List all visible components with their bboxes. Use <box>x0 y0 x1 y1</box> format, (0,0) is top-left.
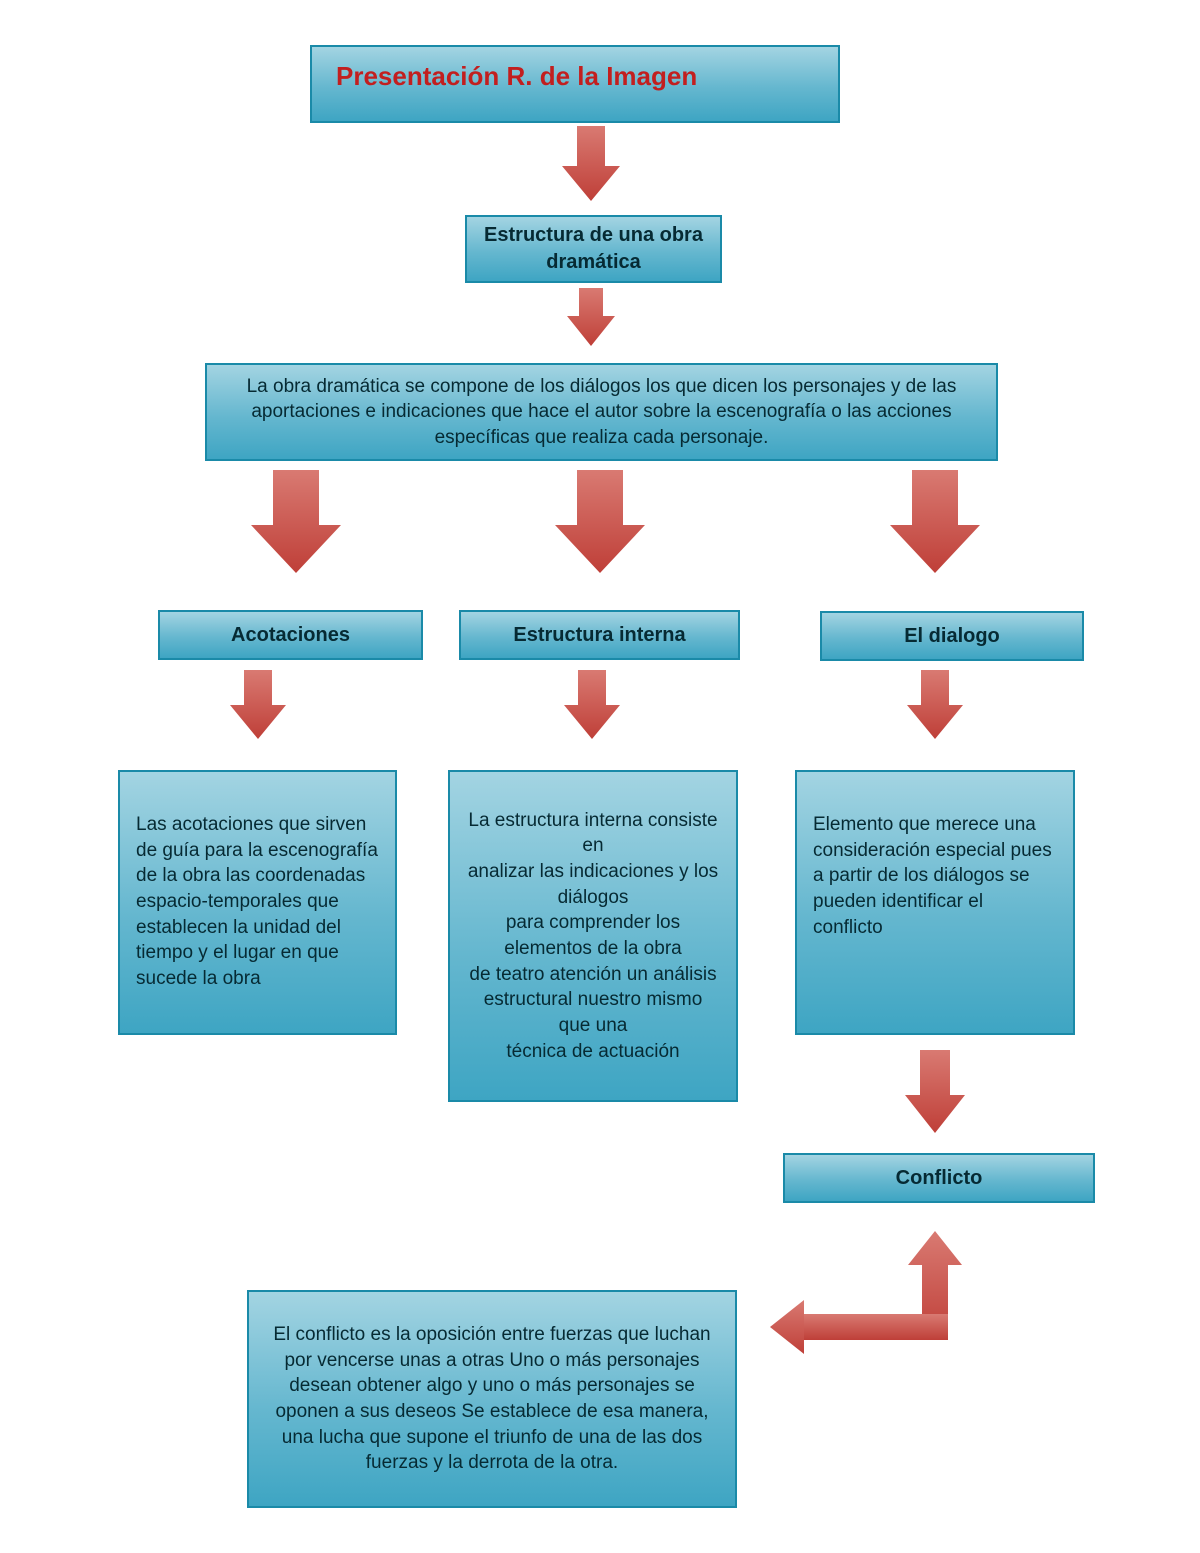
arrow-down-icon <box>890 470 980 573</box>
arrow-down-icon <box>567 288 615 346</box>
arrow-down-icon <box>905 1050 965 1133</box>
arrow-elbow-bar <box>804 1314 948 1340</box>
arrow-down-icon <box>564 670 620 739</box>
arrow-down-icon <box>562 126 620 201</box>
arrow-left-icon <box>770 1300 804 1354</box>
arrow-down-icon <box>230 670 286 739</box>
arrow-down-icon <box>251 470 341 573</box>
arrow-down-icon <box>907 670 963 739</box>
arrow-down-icon <box>555 470 645 573</box>
arrows-layer <box>0 0 1200 1553</box>
